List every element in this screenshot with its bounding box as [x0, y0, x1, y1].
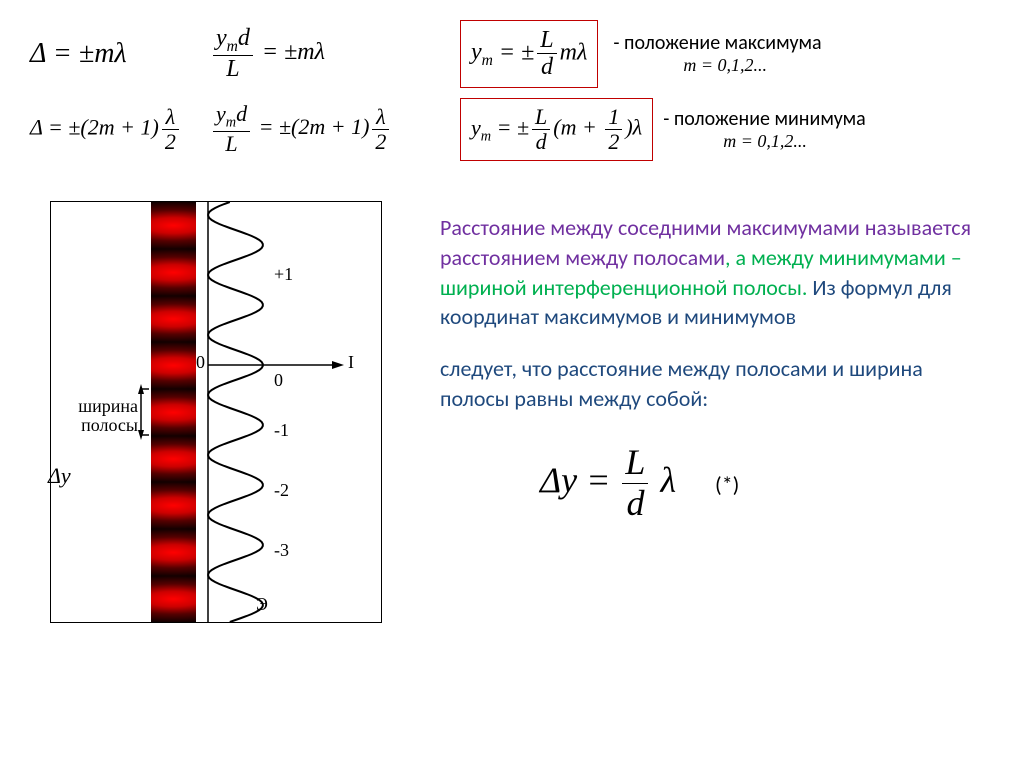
- order-minus3: -3: [274, 540, 289, 561]
- intensity-wave: +1 0 0 -1 -2 -3 I Э: [196, 202, 381, 622]
- formula-delta-min: Δ = ±(2m + 1)λ2: [30, 105, 210, 154]
- fringe-pattern: [151, 202, 196, 622]
- conclusion-paragraph: следует, что расстояние между полосами и…: [440, 354, 994, 413]
- formula-ym-min-boxed: ym = ±Ld(m + 12)λ: [460, 98, 653, 161]
- formula-ymd-max: ymdL = ±mλ: [210, 25, 380, 82]
- formula-row-maxima: Δ = ±mλ ymdL = ±mλ ym = ±Ldmλ - положени…: [30, 20, 994, 88]
- label-delta-y: Δy: [48, 463, 71, 489]
- order-0-left: 0: [196, 352, 205, 373]
- annot-max: - положение максимума m = 0,1,2...: [613, 31, 821, 76]
- formula-ym-max-boxed: ym = ±Ldmλ: [460, 20, 598, 88]
- diagram-column: ширинаполосы: [30, 191, 410, 623]
- definition-paragraph: Расстояние между соседними максимумами н…: [440, 213, 994, 332]
- axis-I: I: [348, 352, 354, 373]
- formula-ymd-min: ymdL = ±(2m + 1)λ2: [210, 102, 440, 156]
- formula-row-minima: Δ = ±(2m + 1)λ2 ymdL = ±(2m + 1)λ2 ym = …: [30, 98, 994, 161]
- order-plus1: +1: [274, 264, 293, 285]
- annot-min: - положение минимума m = 0,1,2...: [663, 107, 866, 152]
- formula-marker: (*): [715, 471, 739, 498]
- formula-delta-max: Δ = ±mλ: [30, 38, 190, 70]
- order-minus1: -1: [274, 420, 289, 441]
- screen-label: Э: [256, 594, 268, 615]
- order-minus2: -2: [274, 480, 289, 501]
- interference-diagram: ширинаполосы: [50, 201, 382, 623]
- order-0: 0: [274, 370, 283, 391]
- formula-fringe-width: Δy = Ld λ (*): [540, 443, 994, 523]
